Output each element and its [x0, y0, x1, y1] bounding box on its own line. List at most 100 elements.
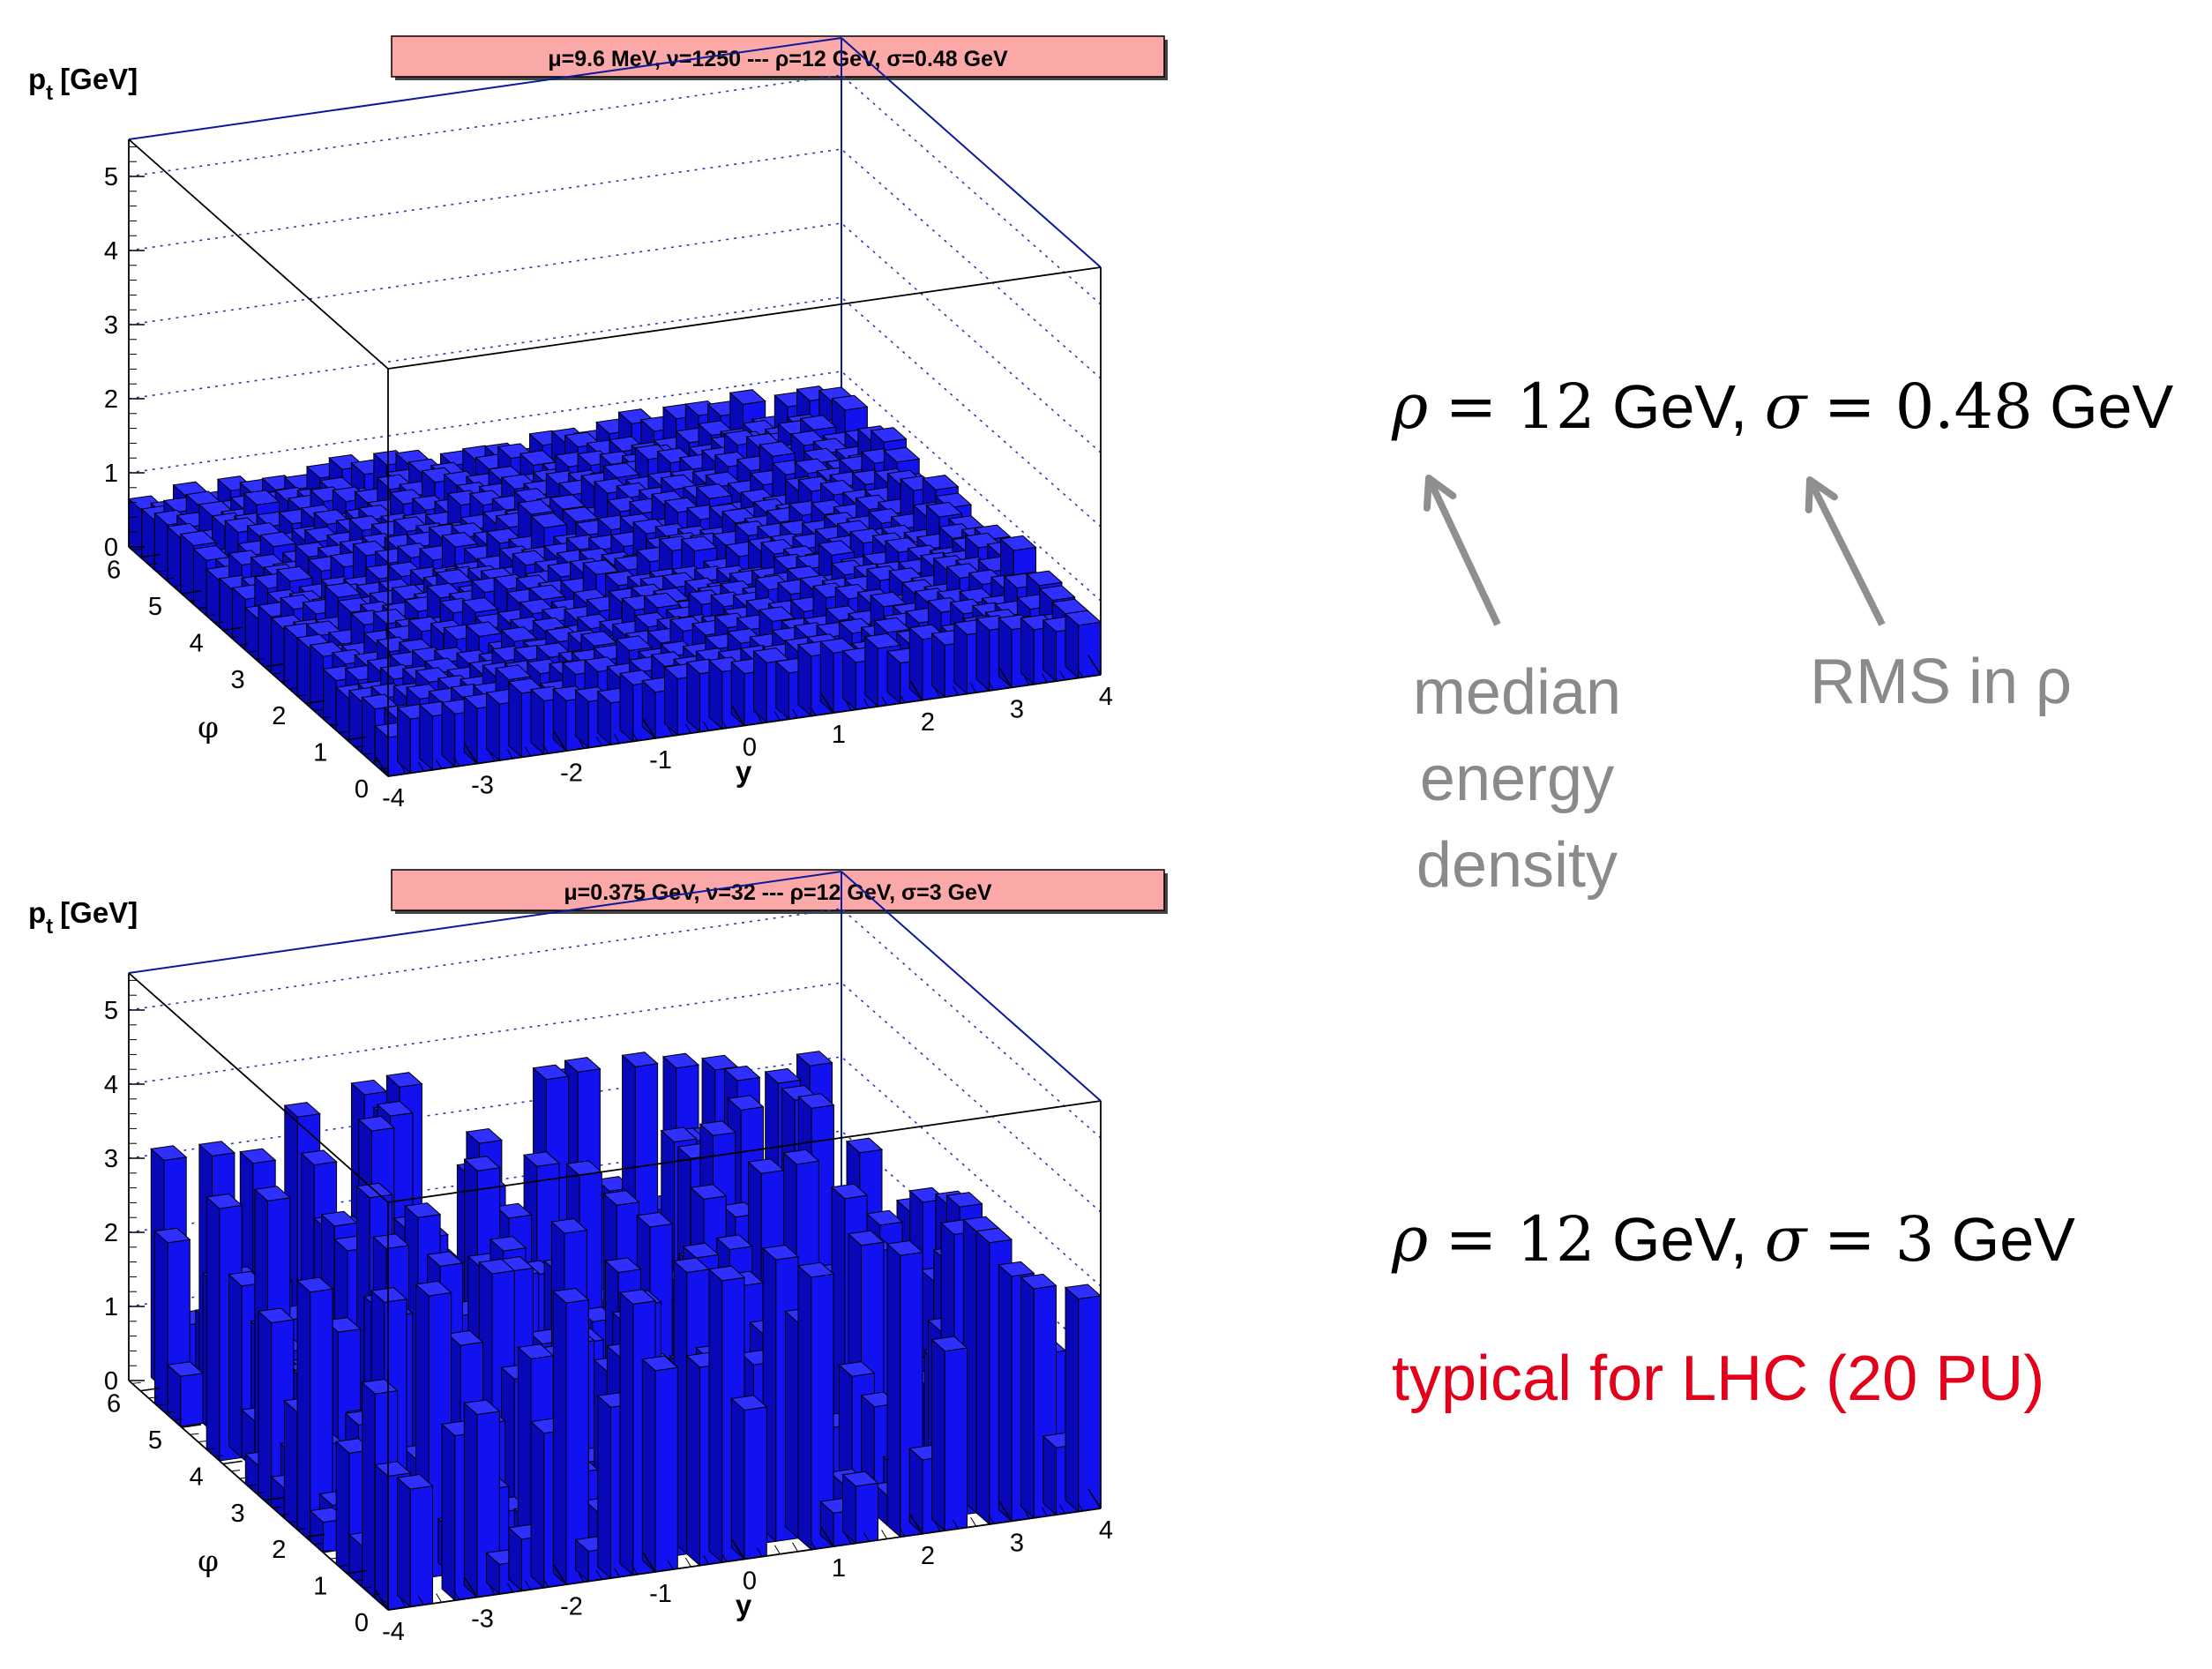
x-minor-tick — [703, 1554, 710, 1565]
phi-minor-tick — [362, 752, 372, 755]
bar-top — [478, 1258, 516, 1275]
x-minor-tick — [542, 1577, 549, 1588]
bar-top — [759, 441, 796, 457]
phi-minor-tick — [305, 701, 315, 704]
bar-top — [494, 664, 533, 681]
bar-front — [744, 1406, 767, 1560]
phi-tick-label: 0 — [355, 775, 369, 804]
phi-minor-tick — [181, 1426, 191, 1428]
phi-axis-label: φ — [198, 1544, 219, 1579]
x-minor-tick — [970, 683, 977, 693]
plot-title: μ=9.6 MeV, ν=1250 --- ρ=12 GeV, σ=0.48 G… — [391, 35, 1168, 80]
bar-top — [886, 1239, 924, 1256]
phi-minor-tick — [379, 1601, 389, 1604]
x-minor-tick — [810, 1539, 817, 1550]
phi-tick-label: 1 — [313, 1573, 327, 1601]
z-gridline — [128, 222, 1102, 453]
bar — [396, 1473, 434, 1608]
phi-tick-label: 2 — [272, 1536, 286, 1564]
phi-minor-tick — [272, 672, 281, 675]
bar-side — [953, 622, 968, 695]
x-minor-tick — [1095, 1499, 1102, 1509]
phi-minor-tick — [313, 708, 323, 711]
bar-top — [517, 498, 555, 515]
x-minor-tick — [721, 719, 728, 729]
bar-top — [870, 591, 908, 608]
bar-top — [799, 415, 837, 431]
z-tick-label: 4 — [104, 1071, 118, 1099]
phi-minor-tick — [156, 1403, 166, 1406]
bar-top — [870, 427, 908, 443]
arrow-shaft — [1806, 478, 1886, 626]
phi-minor-tick — [305, 1535, 315, 1538]
phi-minor-tick — [355, 745, 364, 748]
bar-top — [1064, 610, 1102, 626]
bar-top — [883, 446, 921, 463]
bar-top — [604, 1257, 642, 1274]
x-minor-tick — [684, 723, 691, 734]
bar-side — [296, 1279, 311, 1543]
bar-side — [931, 1338, 945, 1532]
bar-side — [153, 1230, 168, 1417]
bar-top — [727, 1095, 765, 1111]
bar-top — [796, 1051, 833, 1067]
bar-top — [179, 530, 217, 547]
bar — [730, 1395, 768, 1560]
x-minor-tick — [1005, 1512, 1013, 1522]
phi-minor-tick — [371, 760, 381, 762]
z-gridline — [128, 908, 1102, 1139]
rho-value: = 12 — [1445, 1203, 1595, 1276]
bar-top — [426, 1251, 464, 1267]
bar-top — [552, 1287, 590, 1304]
bar-top — [818, 540, 856, 556]
x-minor-tick — [1005, 678, 1013, 688]
bar-side — [641, 1358, 656, 1574]
bar-top — [680, 535, 718, 552]
bar-side — [708, 1268, 723, 1564]
bar-top — [153, 1227, 191, 1244]
bar-top — [863, 632, 901, 649]
phi-minor-tick — [181, 592, 191, 595]
bar-top — [582, 559, 620, 575]
plot-title: μ=0.375 GeV, ν=32 --- ρ=12 GeV, σ=3 GeV — [391, 869, 1168, 914]
bar — [463, 1399, 501, 1598]
phi-tick-label: 5 — [148, 1426, 162, 1455]
bar-side — [797, 1264, 812, 1551]
x-minor-tick — [863, 1532, 870, 1542]
bar-top — [579, 631, 618, 647]
bar — [1064, 610, 1102, 679]
phi-tick-label: 3 — [230, 666, 244, 694]
phi-minor-tick — [206, 1448, 216, 1450]
phi-minor-tick — [148, 1396, 158, 1399]
x-minor-tick — [899, 693, 906, 703]
bar-side — [619, 1291, 634, 1576]
phi-tick-label: 6 — [107, 557, 121, 585]
phi-minor-tick — [288, 1521, 298, 1523]
bar-side — [258, 1310, 273, 1508]
phi-tick-label: 5 — [148, 593, 162, 621]
bar-top — [461, 596, 499, 613]
bar-top — [838, 1361, 876, 1377]
phi-minor-tick — [387, 775, 398, 777]
bar-top — [661, 1052, 700, 1069]
x-minor-tick — [1023, 676, 1030, 685]
sigma-symbol: σ — [1764, 370, 1807, 443]
bar-top — [707, 1265, 746, 1282]
z-tick-label: 3 — [104, 311, 118, 340]
bar-side — [1020, 1276, 1035, 1519]
phi-minor-tick — [247, 1484, 257, 1486]
x-tick-label: 2 — [921, 708, 935, 737]
bar-top — [747, 1158, 785, 1174]
gev-unit: GeV, — [1612, 1205, 1748, 1274]
sigma-value: = 3 — [1823, 1203, 1935, 1276]
bar-side — [686, 1354, 700, 1567]
gev-unit: GeV — [1951, 1205, 2075, 1274]
phi-tick-label: 1 — [313, 739, 327, 767]
bar-top — [723, 1065, 761, 1081]
bar-front — [180, 1373, 204, 1427]
x-tick-label: 1 — [832, 1554, 846, 1583]
bar-side — [362, 1381, 376, 1600]
bar-top — [699, 1120, 736, 1136]
bar-top — [865, 1209, 904, 1226]
